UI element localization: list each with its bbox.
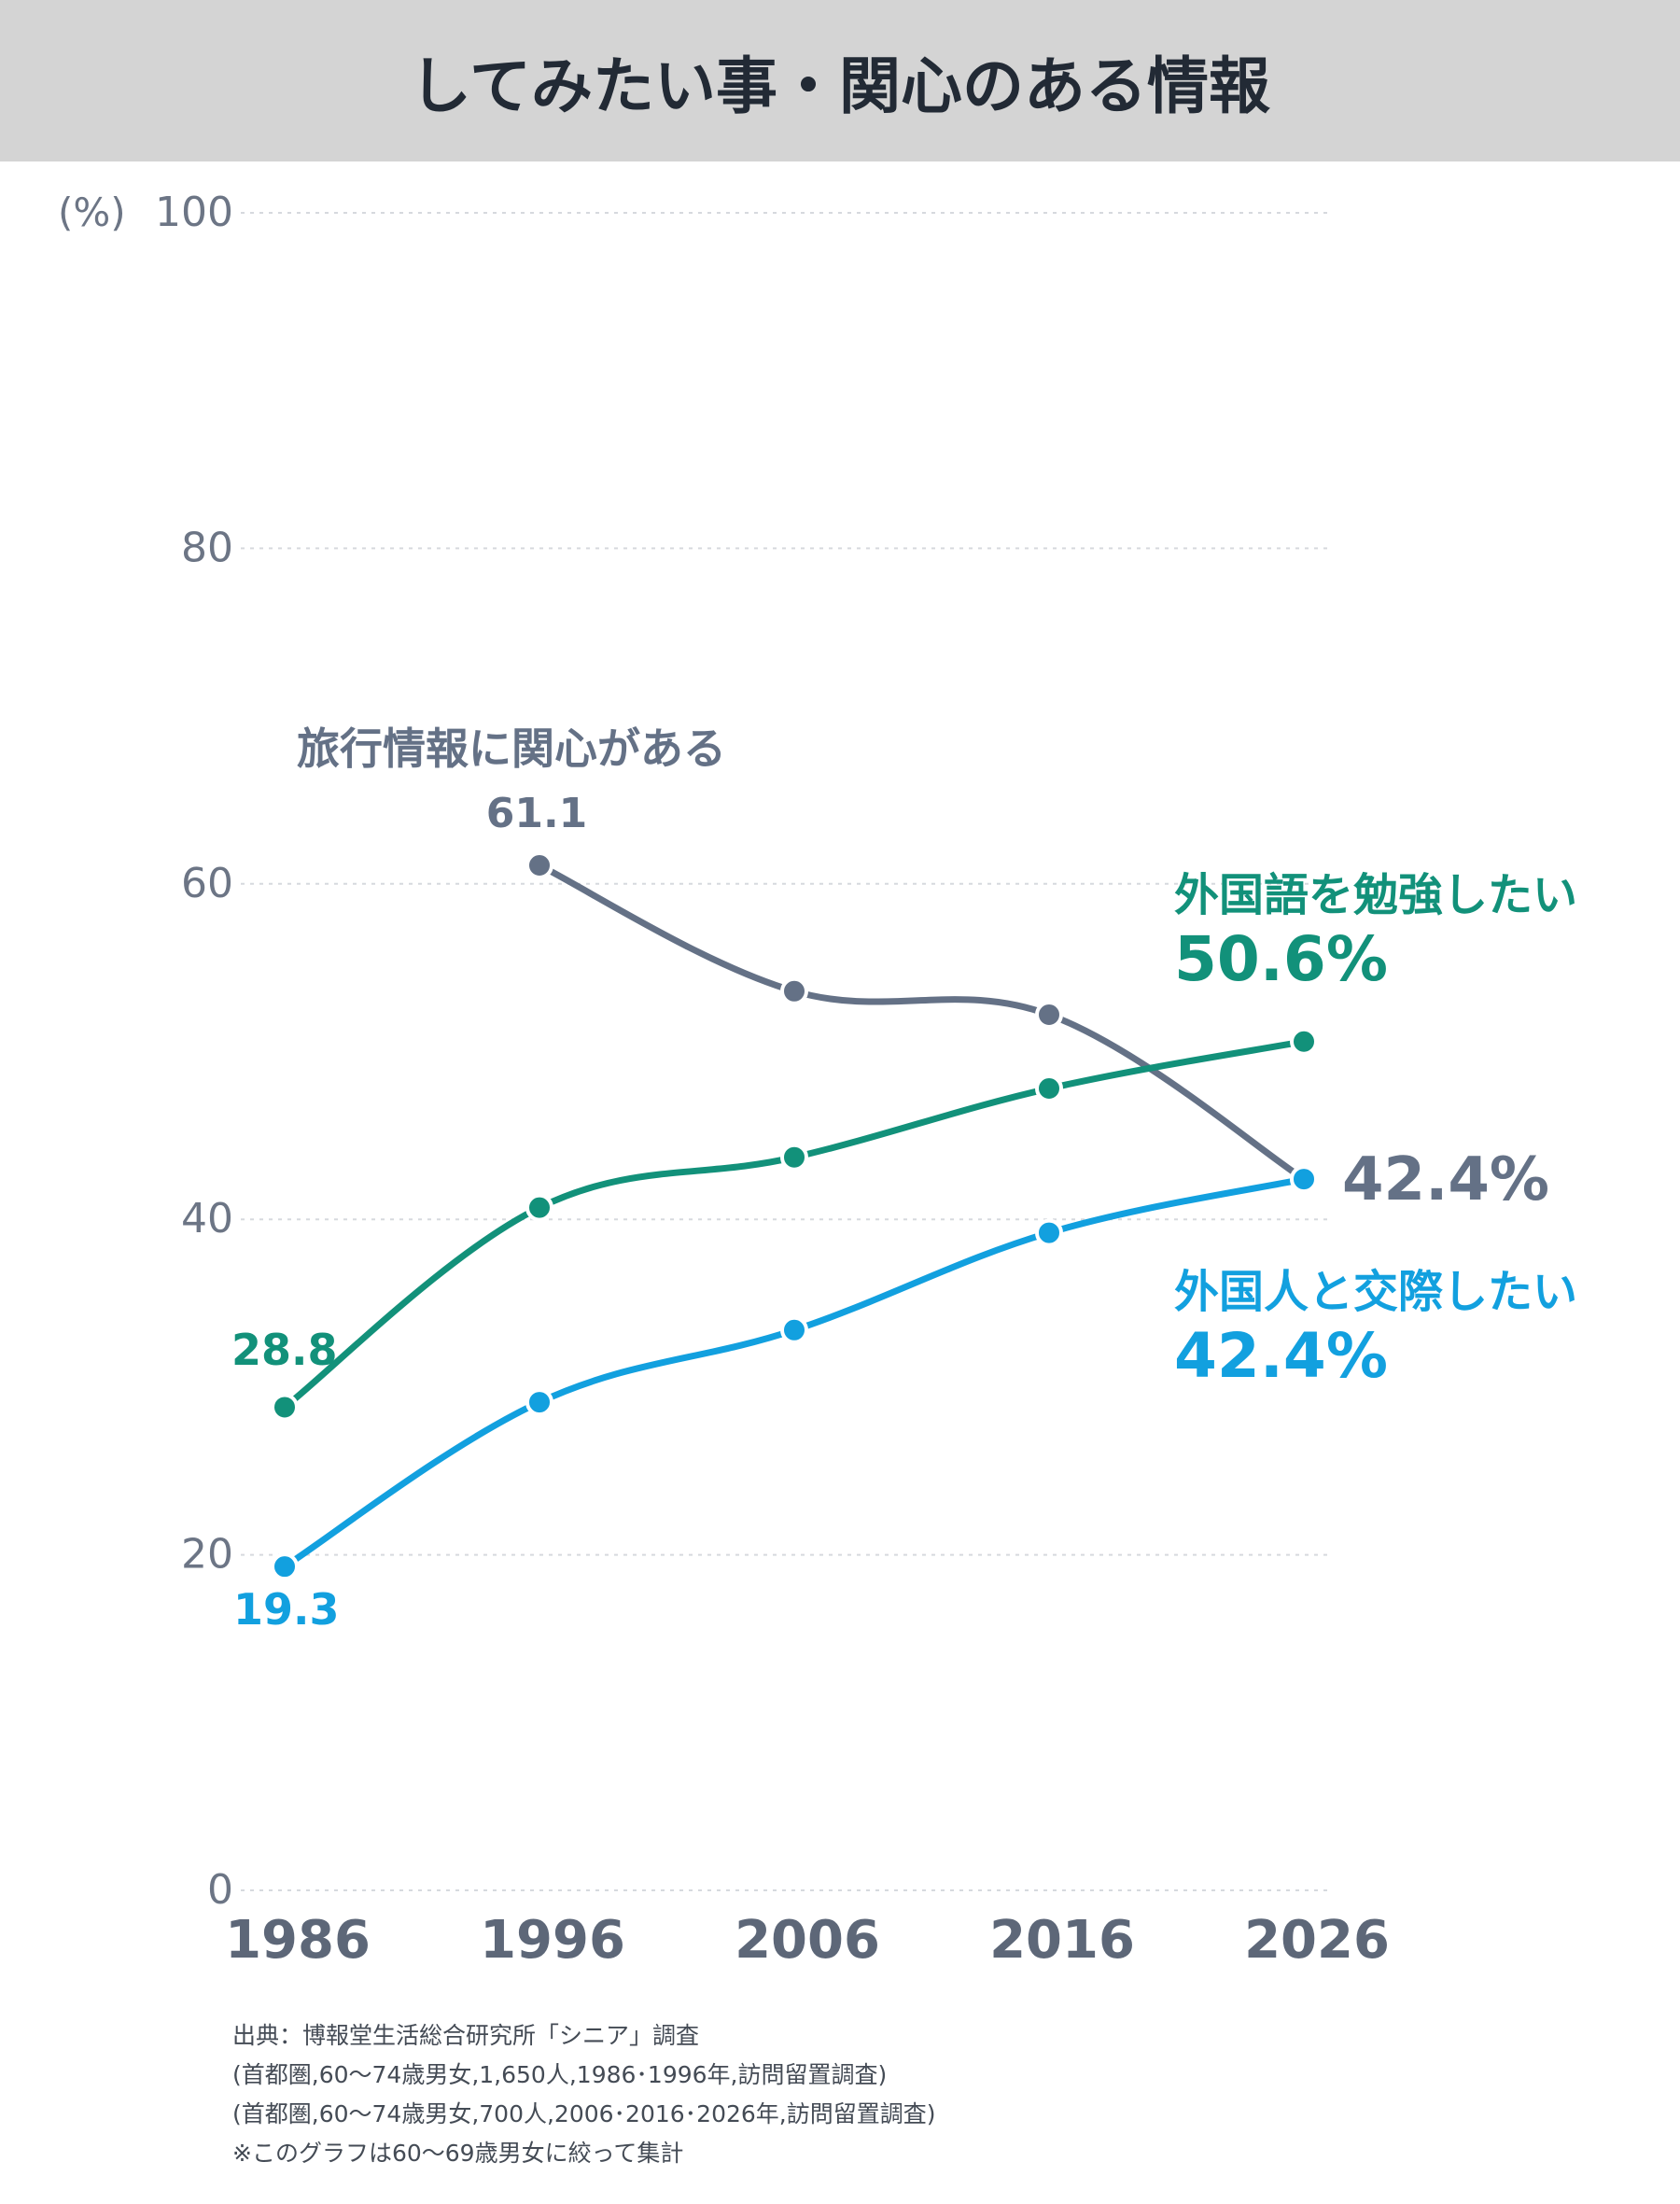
data-point: [271, 1393, 299, 1422]
y-tick-label: 100: [155, 189, 233, 236]
y-tick-label: 40: [181, 1195, 233, 1242]
data-point: [1035, 1074, 1063, 1103]
title-bar: してみたい事・関心のある情報: [0, 0, 1680, 161]
data-point: [525, 1193, 553, 1222]
data-point: [1035, 1218, 1063, 1247]
source-line: (首都圏,60〜74歳男女,1,650人,1986･1996年,訪問留置調査): [232, 2061, 888, 2088]
data-point: [780, 976, 808, 1005]
y-tick-label: 20: [181, 1531, 233, 1579]
series-lines: [271, 851, 1318, 1581]
series-start-value: 19.3: [233, 1584, 340, 1635]
x-tick-label: 2016: [989, 1910, 1135, 1971]
source-notes: 出典：博報堂生活総合研究所「シニア」調査 (首都圏,60〜74歳男女,1,650…: [232, 2016, 936, 2173]
source-line: 出典：博報堂生活総合研究所「シニア」調査: [232, 2022, 700, 2049]
series-name-label: 外国人と交際したい: [1174, 1266, 1577, 1318]
data-point: [525, 851, 553, 880]
series-name-label: 旅行情報に関心がある: [297, 723, 726, 774]
chart-title: してみたい事・関心のある情報: [409, 49, 1271, 122]
data-point: [1035, 1000, 1063, 1029]
series-line: [281, 1175, 1308, 1570]
data-point: [780, 1315, 808, 1344]
x-tick-label: 2026: [1244, 1910, 1390, 1971]
x-tick-label: 1986: [225, 1910, 371, 1971]
series: [271, 1027, 1318, 1422]
source-line: (首都圏,60〜74歳男女,700人,2006･2016･2026年,訪問留置調…: [232, 2100, 936, 2127]
y-tick-label: 0: [207, 1866, 233, 1914]
series-line: [536, 862, 1308, 1183]
series-end-value: 42.4%: [1174, 1320, 1388, 1392]
series-name-label: 外国語を勉強したい: [1174, 869, 1577, 921]
y-tick-label: 60: [181, 860, 233, 907]
line-chart: (%) 0 20 40 60 80 100 1986 1996 2006 2016 2026 旅行…: [58, 189, 1577, 1971]
x-axis: 1986 1996 2006 2016 2026: [225, 1910, 1390, 1971]
x-tick-label: 2006: [735, 1910, 880, 1971]
data-point: [1290, 1165, 1318, 1194]
data-point: [1290, 1027, 1318, 1056]
y-axis: (%) 0 20 40 60 80 100: [58, 189, 233, 1914]
y-tick-label: 80: [181, 524, 233, 571]
grid-lines: [241, 212, 1330, 1891]
series-start-value: 28.8: [231, 1325, 338, 1375]
source-line: ※このグラフは60〜69歳男女に絞って集計: [232, 2140, 684, 2167]
series-labels: 旅行情報に関心がある 61.1 42.4% 外国語を勉強したい 28.8 50.6% 外国人…: [231, 723, 1577, 1635]
x-tick-label: 1996: [480, 1910, 625, 1971]
series-line: [281, 1038, 1308, 1411]
data-point: [780, 1143, 808, 1172]
series: [271, 1165, 1318, 1581]
series-end-value: 50.6%: [1174, 923, 1388, 995]
y-axis-unit: (%): [58, 190, 126, 235]
series-end-value: 42.4%: [1342, 1145, 1549, 1214]
data-point: [525, 1388, 553, 1417]
series-start-value: 61.1: [486, 790, 588, 837]
data-point: [271, 1552, 299, 1581]
